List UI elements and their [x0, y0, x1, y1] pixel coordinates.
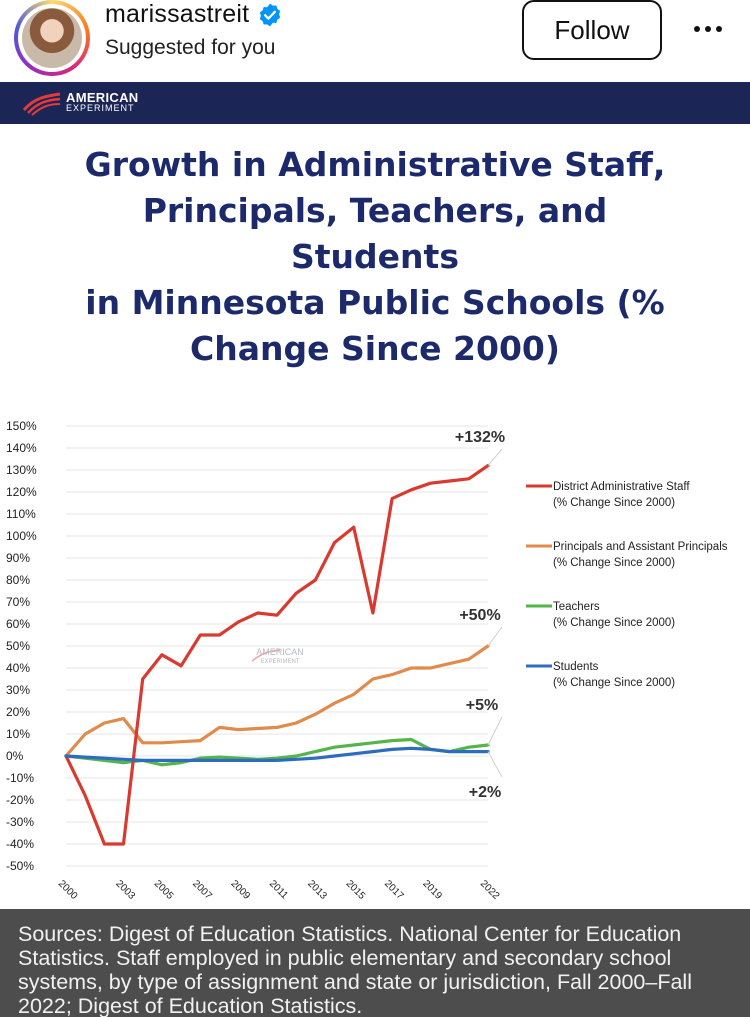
post-header: marissastreit Suggested for you Follow	[0, 0, 750, 82]
y-tick-label: -20%	[6, 793, 34, 807]
avatar-border	[18, 4, 86, 72]
end-label-leader	[487, 716, 503, 746]
title-line: Students	[291, 237, 459, 276]
end-label-leader	[487, 626, 503, 647]
legend-sub-teachers: (% Change Since 2000)	[553, 617, 675, 629]
brand-bar: AMERICAN EXPERIMENT	[0, 82, 750, 124]
avatar-photo	[22, 8, 82, 68]
more-options-icon[interactable]	[688, 14, 728, 44]
y-tick-label: 150%	[6, 419, 37, 433]
y-tick-label: 70%	[6, 595, 30, 609]
chart-title: Growth in Administrative Staff, Principa…	[30, 142, 720, 372]
x-tick-label: 2022	[478, 878, 502, 902]
suggested-label: Suggested for you	[105, 36, 276, 59]
x-tick-label: 2015	[344, 878, 368, 902]
title-line: Growth in Administrative Staff,	[84, 145, 666, 184]
watermark-line2: EXPERIMENT	[260, 659, 299, 665]
legend-sub-principals: (% Change Since 2000)	[553, 557, 675, 569]
more-dot	[694, 26, 700, 32]
flag-swoosh-icon	[22, 92, 61, 116]
y-tick-label: 90%	[6, 551, 30, 565]
watermark-swoosh	[251, 649, 281, 662]
y-tick-label: 100%	[6, 529, 37, 543]
y-tick-label: 60%	[6, 617, 30, 631]
y-tick-label: 50%	[6, 639, 30, 653]
end-label-students: +2%	[469, 784, 501, 801]
y-tick-label: 140%	[6, 441, 37, 455]
follow-button[interactable]: Follow	[522, 0, 662, 60]
more-dot	[716, 26, 722, 32]
post-image[interactable]: AMERICAN EXPERIMENT Growth in Administra…	[0, 82, 750, 1017]
y-tick-label: 30%	[6, 683, 30, 697]
x-tick-label: 2003	[113, 878, 137, 902]
more-dot	[705, 26, 711, 32]
y-tick-label: 40%	[6, 661, 30, 675]
legend-name-principals: Principals and Assistant Principals	[553, 541, 728, 553]
y-tick-label: 80%	[6, 573, 30, 587]
x-tick-label: 2000	[56, 878, 80, 902]
watermark-line1: AMERICAN	[256, 647, 304, 657]
y-tick-label: 10%	[6, 727, 30, 741]
end-label-leader	[487, 751, 503, 778]
line-chart: 150% 140% 130% 120% 110% 100% 90% 80% 70% 60% 50% 4…	[6, 419, 728, 902]
title-line: Principals, Teachers, and	[142, 191, 608, 230]
y-tick-label: -50%	[6, 859, 34, 873]
x-tick-label: 2013	[305, 878, 329, 902]
username-row: marissastreit	[105, 0, 283, 29]
series-line-admin	[64, 464, 490, 846]
brand-line1: AMERICAN	[66, 90, 139, 105]
legend-name-students: Students	[553, 661, 599, 673]
title-line: Change Since 2000)	[190, 329, 560, 368]
y-tick-label: 20%	[6, 705, 30, 719]
legend-sub-admin: (% Change Since 2000)	[553, 497, 675, 509]
y-tick-label: 130%	[6, 463, 37, 477]
end-label-principals: +50%	[459, 607, 500, 624]
legend-sub-students: (% Change Since 2000)	[553, 677, 675, 689]
y-tick-label: -30%	[6, 815, 34, 829]
y-tick-label: 110%	[6, 507, 36, 521]
brand-line2: EXPERIMENT	[66, 103, 135, 113]
verified-badge-icon	[260, 3, 281, 26]
x-tick-label: 2017	[382, 878, 406, 902]
x-tick-label: 2011	[267, 878, 290, 901]
sources-caption: Sources: Digest of Education Statistics.…	[0, 909, 750, 1017]
end-label-admin: +132%	[455, 429, 505, 446]
x-tick-label: 2009	[229, 878, 253, 902]
y-tick-label: -10%	[6, 771, 34, 785]
username[interactable]: marissastreit	[105, 0, 250, 28]
end-label-leader	[487, 448, 503, 466]
end-label-teachers: +5%	[466, 697, 498, 714]
brand-logo: AMERICAN EXPERIMENT	[22, 90, 138, 116]
x-tick-label: 2005	[152, 878, 176, 902]
x-tick-label: 2019	[420, 878, 444, 902]
legend-name-teachers: Teachers	[553, 601, 600, 613]
title-line: in Minnesota Public Schools (%	[85, 283, 665, 322]
series-line-students	[64, 746, 490, 763]
x-tick-label: 2007	[190, 878, 214, 902]
y-tick-label: 120%	[6, 485, 37, 499]
y-tick-label: 0%	[6, 749, 24, 763]
legend-name-admin: District Administrative Staff	[553, 481, 690, 493]
avatar[interactable]	[14, 0, 90, 76]
y-tick-label: -40%	[6, 837, 34, 851]
brand-name: AMERICAN EXPERIMENT	[66, 90, 139, 114]
